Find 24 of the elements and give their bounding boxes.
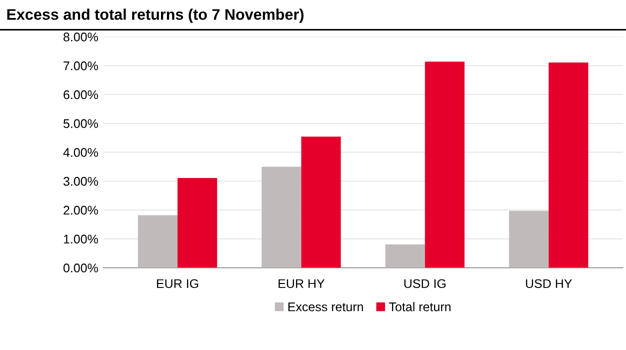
bar bbox=[178, 178, 218, 268]
chart-title: Excess and total returns (to 7 November) bbox=[7, 8, 304, 23]
bar bbox=[301, 136, 341, 268]
y-tick-label: 7.00% bbox=[64, 61, 98, 70]
y-tick-label: 8.00% bbox=[64, 32, 98, 42]
bar bbox=[548, 62, 588, 268]
y-tick-label: 2.00% bbox=[64, 206, 98, 215]
bar bbox=[424, 62, 465, 268]
x-tick-label: EUR HY bbox=[278, 279, 325, 288]
legend-label: Total return bbox=[389, 302, 450, 312]
bar bbox=[385, 244, 425, 268]
x-tick-label: USD HY bbox=[526, 279, 572, 288]
x-tick-label: EUR IG bbox=[157, 279, 198, 288]
y-tick-label: 6.00% bbox=[64, 90, 98, 100]
y-tick-label: 4.00% bbox=[63, 148, 98, 157]
x-tick-label: USD IG bbox=[404, 279, 446, 288]
bar bbox=[262, 166, 302, 268]
y-tick-label: 0.00% bbox=[63, 264, 98, 272]
bar bbox=[509, 210, 549, 268]
y-tick-label: 5.00% bbox=[63, 119, 98, 128]
legend-label: Excess return bbox=[288, 302, 363, 312]
bar bbox=[138, 215, 178, 268]
y-tick-label: 3.00% bbox=[63, 176, 98, 186]
y-tick-label: 1.00% bbox=[64, 234, 98, 244]
